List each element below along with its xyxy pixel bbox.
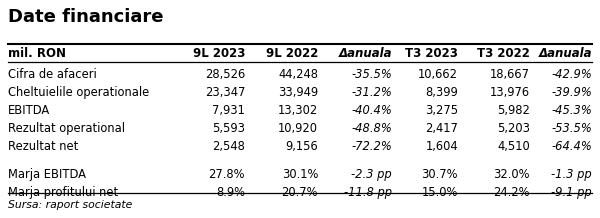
Text: Rezultat net: Rezultat net [8, 140, 78, 153]
Text: Marja EBITDA: Marja EBITDA [8, 168, 86, 181]
Text: Cheltuielile operationale: Cheltuielile operationale [8, 86, 149, 99]
Text: 2,548: 2,548 [212, 140, 245, 153]
Text: 5,982: 5,982 [497, 104, 530, 117]
Text: 4,510: 4,510 [497, 140, 530, 153]
Text: 9L 2022: 9L 2022 [266, 47, 318, 60]
Text: Δanuala: Δanuala [539, 47, 592, 60]
Text: Sursa: raport societate: Sursa: raport societate [8, 200, 133, 210]
Text: 24.2%: 24.2% [493, 186, 530, 199]
Text: 3,275: 3,275 [425, 104, 458, 117]
Text: mil. RON: mil. RON [8, 47, 66, 60]
Text: -48.8%: -48.8% [351, 122, 392, 135]
Text: 13,302: 13,302 [278, 104, 318, 117]
Text: -40.4%: -40.4% [351, 104, 392, 117]
Text: -39.9%: -39.9% [551, 86, 592, 99]
Text: -35.5%: -35.5% [351, 68, 392, 81]
Text: -64.4%: -64.4% [551, 140, 592, 153]
Text: 15.0%: 15.0% [422, 186, 458, 199]
Text: -1.3 pp: -1.3 pp [551, 168, 592, 181]
Text: 10,662: 10,662 [418, 68, 458, 81]
Text: T3 2023: T3 2023 [405, 47, 458, 60]
Text: Date financiare: Date financiare [8, 8, 163, 26]
Text: 8,399: 8,399 [425, 86, 458, 99]
Text: 10,920: 10,920 [278, 122, 318, 135]
Text: Δanuala: Δanuala [338, 47, 392, 60]
Text: 30.1%: 30.1% [281, 168, 318, 181]
Text: 8.9%: 8.9% [216, 186, 245, 199]
Text: Cifra de afaceri: Cifra de afaceri [8, 68, 97, 81]
Text: 44,248: 44,248 [278, 68, 318, 81]
Text: 32.0%: 32.0% [493, 168, 530, 181]
Text: 7,931: 7,931 [212, 104, 245, 117]
Text: -31.2%: -31.2% [351, 86, 392, 99]
Text: 1,604: 1,604 [425, 140, 458, 153]
Text: 23,347: 23,347 [205, 86, 245, 99]
Text: 5,203: 5,203 [497, 122, 530, 135]
Text: 9,156: 9,156 [285, 140, 318, 153]
Text: -45.3%: -45.3% [551, 104, 592, 117]
Text: EBITDA: EBITDA [8, 104, 50, 117]
Text: 33,949: 33,949 [278, 86, 318, 99]
Text: 30.7%: 30.7% [421, 168, 458, 181]
Text: T3 2022: T3 2022 [477, 47, 530, 60]
Text: -53.5%: -53.5% [551, 122, 592, 135]
Text: -72.2%: -72.2% [351, 140, 392, 153]
Text: 2,417: 2,417 [425, 122, 458, 135]
Text: 5,593: 5,593 [212, 122, 245, 135]
Text: -11.8 pp: -11.8 pp [344, 186, 392, 199]
Text: Marja profitului net: Marja profitului net [8, 186, 118, 199]
Text: -2.3 pp: -2.3 pp [352, 168, 392, 181]
Text: 20.7%: 20.7% [281, 186, 318, 199]
Text: Rezultat operational: Rezultat operational [8, 122, 125, 135]
Text: -9.1 pp: -9.1 pp [551, 186, 592, 199]
Text: 9L 2023: 9L 2023 [193, 47, 245, 60]
Text: 28,526: 28,526 [205, 68, 245, 81]
Text: 13,976: 13,976 [490, 86, 530, 99]
Text: -42.9%: -42.9% [551, 68, 592, 81]
Text: 18,667: 18,667 [490, 68, 530, 81]
Text: 27.8%: 27.8% [209, 168, 245, 181]
